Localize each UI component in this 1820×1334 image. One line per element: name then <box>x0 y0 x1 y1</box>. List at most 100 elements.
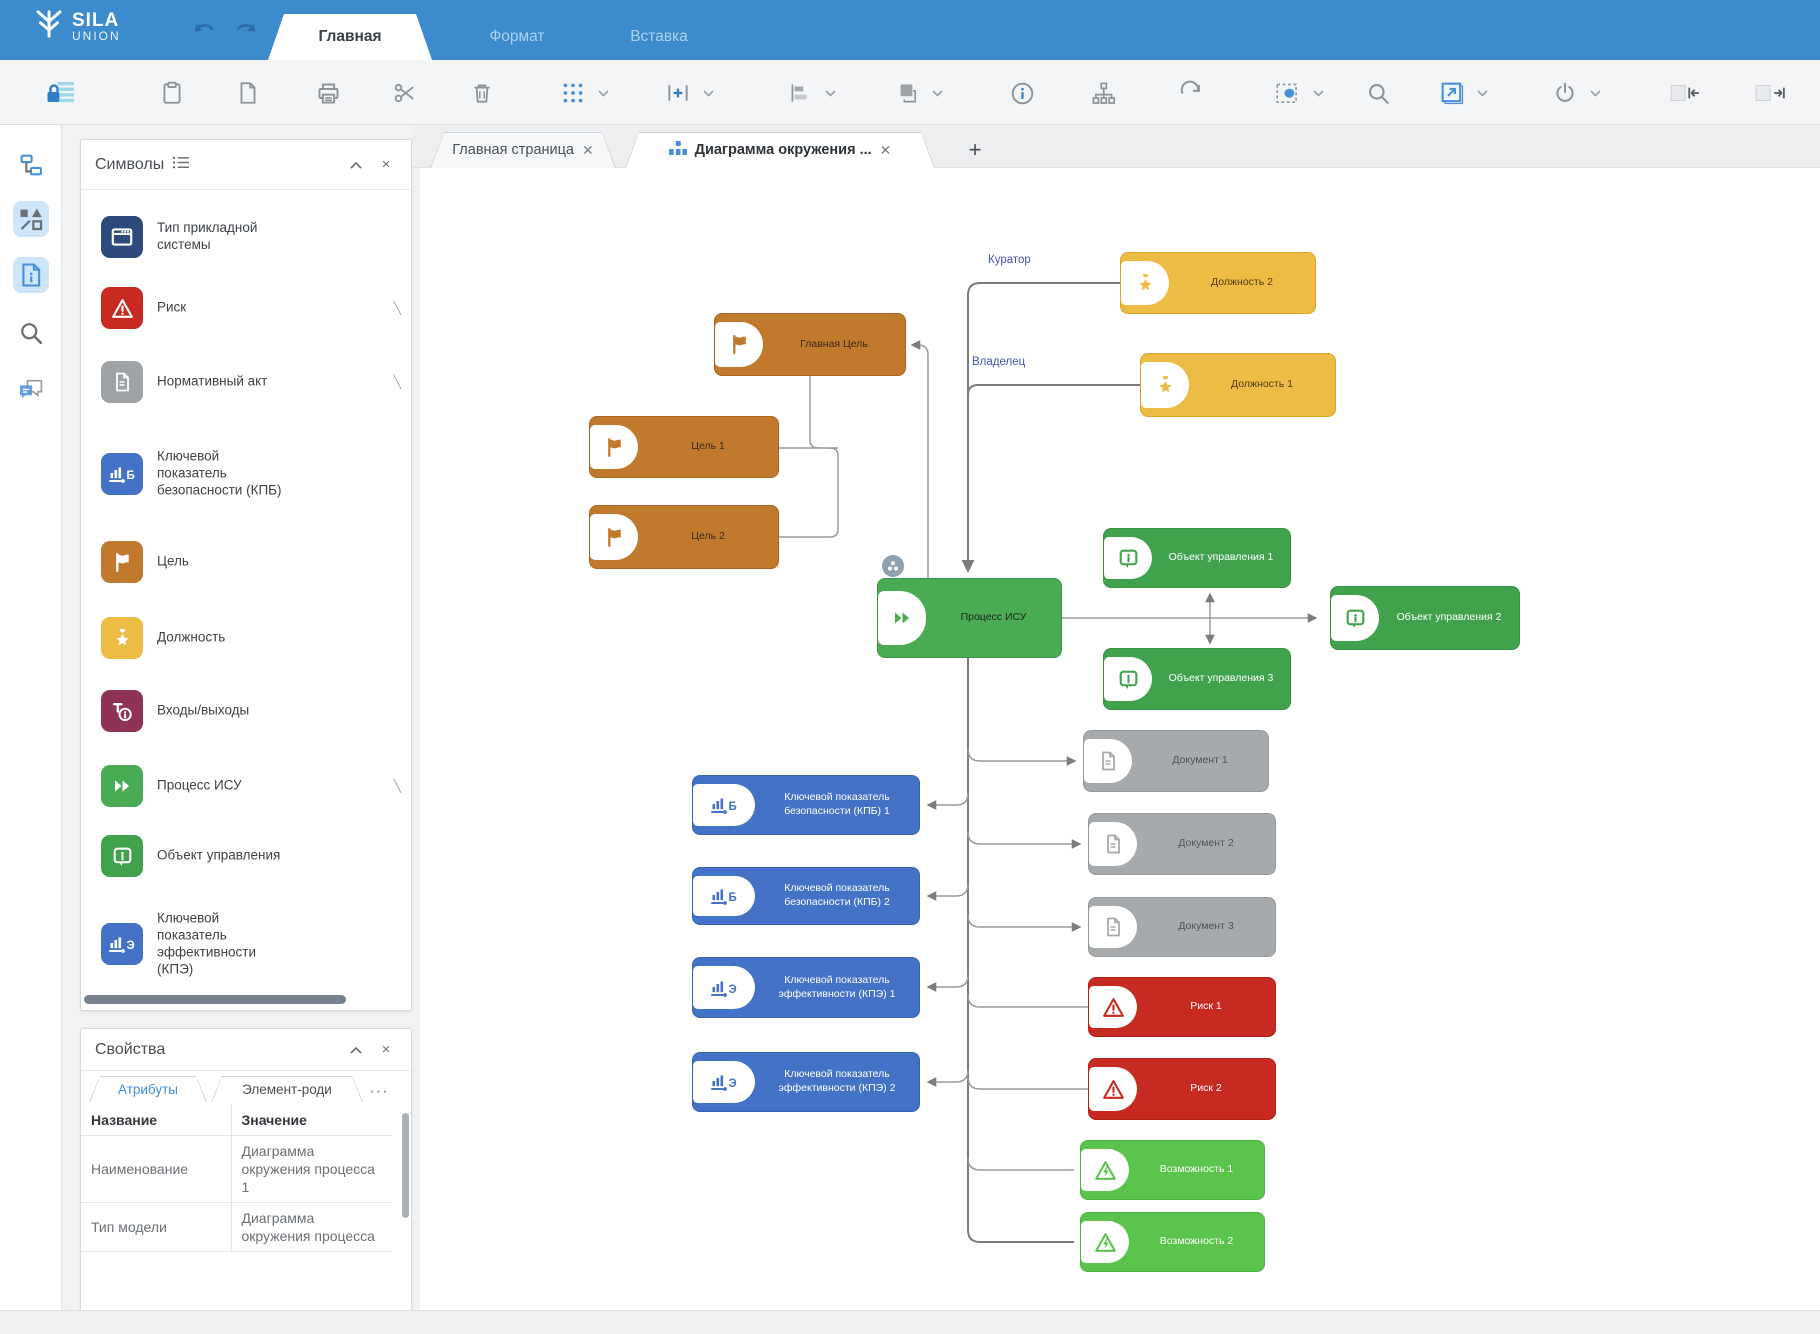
properties-tabs: Атрибуты Элемент-роди ··· <box>89 1076 403 1102</box>
insert-space-button[interactable] <box>659 74 697 112</box>
grid-options-button-dropdown[interactable] <box>596 86 610 100</box>
symbol-item-1[interactable]: Тип прикладной системы <box>81 216 411 258</box>
copy-style-button-dropdown[interactable] <box>930 86 944 100</box>
diagram-node-obekt-upr-2[interactable]: Объект управления 2 <box>1330 586 1520 650</box>
tab-environment-diagram[interactable]: Диаграмма окружения ... ✕ <box>625 132 935 168</box>
search-button[interactable] <box>1359 74 1397 112</box>
properties-col-value: Значение <box>231 1105 393 1136</box>
diagram-node-dolzhnost-2[interactable]: Должность 2 <box>1120 252 1316 314</box>
properties-close-button[interactable]: × <box>381 1041 391 1058</box>
info-button[interactable] <box>1003 74 1041 112</box>
diagram-node-obekt-upr-3[interactable]: Объект управления 3 <box>1103 648 1291 710</box>
symbol-item-3[interactable]: Нормативный акт ╲ <box>81 361 411 403</box>
symbol-item-4[interactable]: Б Ключевой показатель безопасности (КПБ) <box>81 449 411 497</box>
symbol-item-9[interactable]: Объект управления <box>81 835 411 877</box>
tab-home-page[interactable]: Главная страница ✕ <box>430 132 616 168</box>
diagram-node-obekt-upr-1[interactable]: Объект управления 1 <box>1103 528 1291 588</box>
symbol-item-10[interactable]: Э Ключевой показатель эффективности (КПЭ) <box>81 910 411 976</box>
collapse-left-panel-button[interactable] <box>1666 74 1704 112</box>
node-label: Должность 2 <box>1211 276 1273 289</box>
align-button[interactable] <box>781 74 819 112</box>
symbol-item-7[interactable]: Входы/выходы <box>81 690 411 732</box>
properties-tabs-overflow-button[interactable]: ··· <box>369 1083 389 1100</box>
power-button[interactable] <box>1546 74 1584 112</box>
copy-style-button[interactable] <box>888 74 926 112</box>
redo-button[interactable] <box>228 16 262 44</box>
paste-button[interactable] <box>153 74 191 112</box>
diagram-node-vozmozhnost-1[interactable]: Возможность 1 <box>1080 1140 1265 1200</box>
rail-symbols[interactable] <box>13 201 49 237</box>
symbol-expander-icon[interactable]: ╲ <box>393 779 401 793</box>
diagram-node-process-isu[interactable]: Процесс ИСУ <box>877 555 1062 658</box>
refresh-button[interactable] <box>1171 74 1209 112</box>
select-object-button[interactable] <box>1269 74 1307 112</box>
canvas-area: Главная страница ✕ Диаграмма окружения .… <box>412 125 1820 1310</box>
doc-icon <box>1084 739 1132 783</box>
star-icon <box>1121 261 1169 305</box>
delete-button[interactable] <box>463 74 501 112</box>
diagram-sheet[interactable]: Главная Цель Цель 1 Цель 2 Должность 2 Должн… <box>420 168 1820 1310</box>
cut-button[interactable] <box>386 74 424 112</box>
decomposition-badge-icon[interactable] <box>882 555 904 577</box>
logo-text-secondary: UNION <box>72 29 121 43</box>
node-label: Ключевой показатель безопасности (КПБ) 2 <box>784 882 890 908</box>
diagram-node-dokument-3[interactable]: Документ 3 <box>1088 897 1276 957</box>
select-object-button-dropdown[interactable] <box>1311 86 1325 100</box>
rail-model-tree[interactable] <box>13 147 49 183</box>
insert-space-button-dropdown[interactable] <box>701 86 715 100</box>
ribbon-tab-home[interactable]: Главная <box>268 14 432 60</box>
diagram-node-cel-2[interactable]: Цель 2 <box>589 505 779 569</box>
diagram-node-kpb-2[interactable]: Б Ключевой показатель безопасности (КПБ) … <box>692 867 920 925</box>
close-tab-icon[interactable]: ✕ <box>581 141 594 158</box>
symbols-collapse-button[interactable] <box>345 154 367 176</box>
tab-attributes[interactable]: Атрибуты <box>89 1076 207 1102</box>
open-in-window-button[interactable] <box>1433 74 1471 112</box>
rail-properties-document[interactable] <box>13 257 49 293</box>
open-in-window-button-dropdown[interactable] <box>1475 86 1489 100</box>
properties-table: Название Значение Наименование Диаграмма … <box>81 1105 393 1253</box>
power-button-dropdown[interactable] <box>1588 86 1602 100</box>
new-document-button[interactable] <box>229 74 267 112</box>
node-label: Риск 2 <box>1190 1082 1222 1095</box>
symbol-item-2[interactable]: Риск ╲ <box>81 287 411 329</box>
property-value[interactable]: Диаграмма окружения процесса 1 <box>231 1135 393 1204</box>
align-button-dropdown[interactable] <box>823 86 837 100</box>
ribbon-tab-format[interactable]: Формат <box>489 28 545 45</box>
properties-collapse-button[interactable] <box>345 1039 367 1061</box>
diagram-node-risk-1[interactable]: Риск 1 <box>1088 977 1276 1037</box>
hierarchy-button[interactable] <box>1084 74 1122 112</box>
diagram-node-vozmozhnost-2[interactable]: Возможность 2 <box>1080 1212 1265 1272</box>
symbol-expander-icon[interactable]: ╲ <box>393 375 401 389</box>
diagram-node-cel-1[interactable]: Цель 1 <box>589 416 779 478</box>
symbol-expander-icon[interactable]: ╲ <box>393 301 401 315</box>
symbol-item-8[interactable]: Процесс ИСУ ╲ <box>81 765 411 807</box>
symbols-close-button[interactable]: × <box>381 156 391 173</box>
rail-search[interactable] <box>13 315 49 351</box>
properties-vertical-scrollbar[interactable] <box>402 1113 409 1218</box>
diagram-node-kpe-2[interactable]: Э Ключевой показатель эффективности (КПЭ)… <box>692 1052 920 1112</box>
ribbon-tab-insert[interactable]: Вставка <box>630 28 688 45</box>
rail-comments[interactable] <box>13 372 49 408</box>
diagram-node-dokument-1[interactable]: Документ 1 <box>1083 730 1269 792</box>
collapse-right-panel-button[interactable] <box>1751 74 1789 112</box>
symbol-item-6[interactable]: Должность <box>81 617 411 659</box>
close-tab-icon[interactable]: ✕ <box>879 141 892 158</box>
diagram-node-dokument-2[interactable]: Документ 2 <box>1088 813 1276 875</box>
diagram-node-kpb-1[interactable]: Б Ключевой показатель безопасности (КПБ) … <box>692 775 920 835</box>
tab-parent-element[interactable]: Элемент-роди <box>211 1076 363 1102</box>
symbols-horizontal-scrollbar[interactable] <box>84 995 346 1004</box>
diagram-node-risk-2[interactable]: Риск 2 <box>1088 1058 1276 1120</box>
diagram-node-kpe-1[interactable]: Э Ключевой показатель эффективности (КПЭ)… <box>692 957 920 1018</box>
grid-options-button[interactable] <box>554 74 592 112</box>
symbol-item-5[interactable]: Цель <box>81 541 411 583</box>
diagram-node-glavnaya-cel[interactable]: Главная Цель <box>714 313 906 376</box>
symbol-item-label: Цель <box>157 553 189 569</box>
svg-text:Э: Э <box>729 1078 737 1090</box>
symbol-tile-icon <box>101 690 143 732</box>
undo-button[interactable] <box>188 16 222 44</box>
property-value[interactable]: Диаграмма окружения процесса <box>231 1202 393 1253</box>
diagram-node-dolzhnost-1[interactable]: Должность 1 <box>1140 353 1336 417</box>
new-tab-button[interactable]: + <box>968 137 982 162</box>
print-button[interactable] <box>309 74 347 112</box>
lock-panel-button[interactable] <box>42 74 80 112</box>
